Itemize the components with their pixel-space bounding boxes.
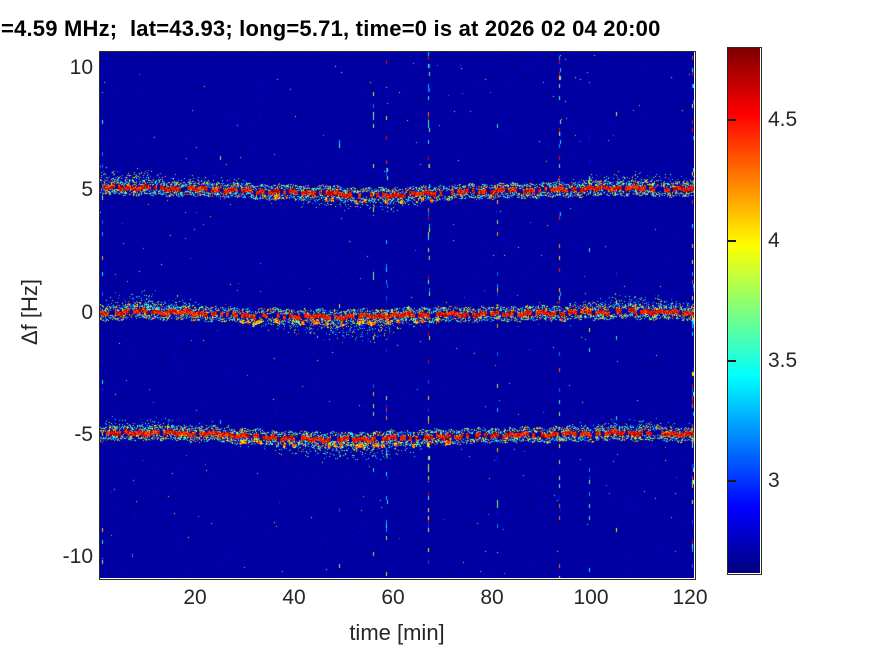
- colorbar-tick-label: 3.5: [768, 349, 798, 373]
- x-tick-label: 20: [183, 586, 207, 609]
- x-tick-label: 40: [282, 586, 306, 609]
- x-tick-label: 60: [381, 586, 405, 609]
- colorbar-tick-mark: [728, 119, 736, 122]
- x-tick-label: 100: [573, 586, 609, 609]
- y-tick-label: 10: [69, 56, 93, 80]
- colorbar-tick-label: 4: [768, 228, 780, 252]
- y-tick-label: -10: [62, 544, 93, 568]
- spectrogram-canvas: [100, 52, 694, 578]
- y-tick-label: 5: [81, 178, 93, 202]
- colorbar-tick-mark: [728, 239, 736, 242]
- colorbar-tick-label: 4.5: [768, 108, 798, 132]
- x-tick-label: 80: [480, 586, 504, 609]
- x-tick-label: 120: [672, 586, 708, 609]
- y-tick-label: -5: [74, 422, 93, 446]
- chart-title: =4.59 MHz; lat=43.93; long=5.71, time=0 …: [1, 16, 661, 41]
- x-axis-label: time [min]: [349, 620, 445, 645]
- colorbar: [728, 48, 760, 573]
- colorbar-tick-label: 3: [768, 469, 780, 493]
- colorbar-tick-mark: [728, 480, 736, 483]
- colorbar-tick-mark: [728, 360, 736, 363]
- y-tick-label: 0: [81, 300, 93, 324]
